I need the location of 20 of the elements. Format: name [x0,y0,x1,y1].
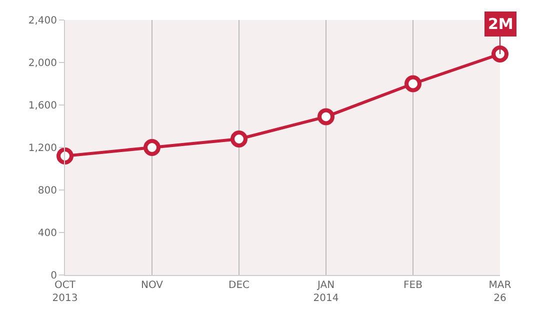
x-tick-label: NOV [140,280,164,291]
y-tick-label: 800 [38,186,57,196]
x-tick-label: JAN 2014 [313,280,339,304]
y-tick-label: 0 [50,270,57,282]
point [404,75,422,92]
y-tick-label: 1,600 [28,100,57,112]
x-tick-label: OCT 2013 [52,280,78,304]
x-tick-label: DEC [228,280,250,291]
y-tick-label: 2,000 [28,58,57,69]
point [230,130,248,148]
point [56,148,74,164]
point [492,46,508,62]
y-tick-label: 2,400 [28,16,57,26]
point [144,139,160,156]
x-tick-label: MAR 26 [488,280,512,304]
y-tick-label: 1,200 [28,143,57,154]
annotation: 2M [488,15,514,33]
y-tick-label: 400 [38,228,57,239]
x-tick-label: FEB [404,280,423,291]
point [318,108,334,126]
